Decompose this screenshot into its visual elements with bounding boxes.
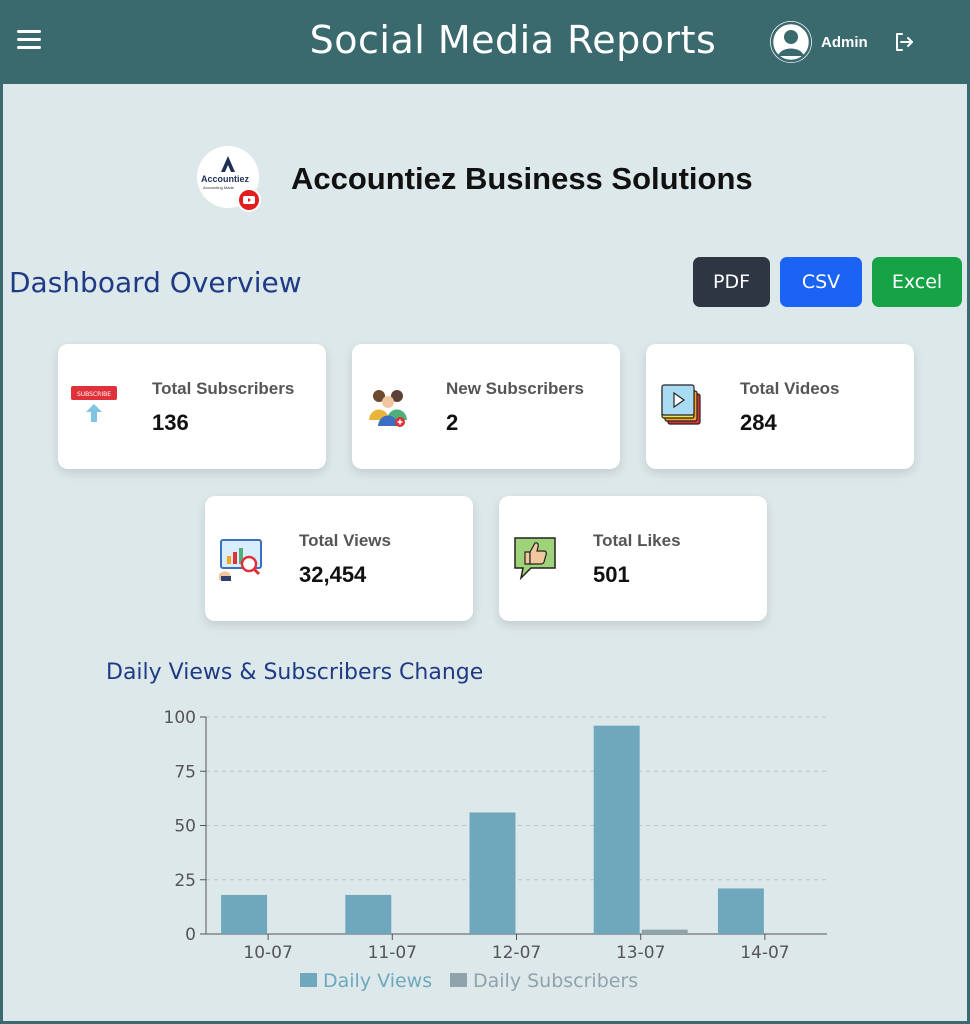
card-value: 284 <box>740 410 777 435</box>
export-pdf-button[interactable]: PDF <box>693 257 770 307</box>
stat-card-new-subscribers: New Subscribers 2 <box>352 344 620 469</box>
x-tick-label: 13-07 <box>616 943 665 963</box>
stat-card-total-views: Total Views 32,454 <box>205 496 473 621</box>
bar-daily-views <box>717 888 764 934</box>
analytics-icon <box>217 534 265 582</box>
stat-card-total-subscribers: SUBSCRIBE Total Subscribers 136 <box>58 344 326 469</box>
logo-subtext: Accounting Made <box>203 185 234 190</box>
y-tick-label: 50 <box>174 817 196 837</box>
logout-icon[interactable] <box>892 30 916 54</box>
card-label: Total Likes <box>593 531 681 550</box>
company-name: Accountiez Business Solutions <box>291 161 753 196</box>
thumbs-up-icon <box>511 534 559 582</box>
x-tick-label: 11-07 <box>368 943 417 963</box>
export-csv-button[interactable]: CSV <box>780 257 862 307</box>
subscribe-icon: SUBSCRIBE <box>70 382 118 430</box>
x-tick-label: 14-07 <box>740 943 789 963</box>
card-label: Total Videos <box>740 379 840 398</box>
bar-chart: 0 25 50 75 100 10-07 11-07 12-07 13-07 14-07 Daily… <box>164 708 827 992</box>
main-content: Accountiez Accounting Made Accountiez Bu… <box>3 84 967 1021</box>
legend-swatch <box>300 973 317 987</box>
legend-swatch <box>450 973 467 987</box>
x-tick-label: 12-07 <box>492 943 541 963</box>
legend-label: Daily Views <box>323 970 432 992</box>
y-tick-label: 25 <box>174 871 196 891</box>
stat-card-total-likes: Total Likes 501 <box>499 496 767 621</box>
card-label: Total Views <box>299 531 391 550</box>
bar-daily-views <box>345 894 392 934</box>
y-tick-label: 0 <box>185 925 196 945</box>
people-icon <box>364 382 412 430</box>
card-value: 32,454 <box>299 562 367 587</box>
y-tick-label: 100 <box>164 708 196 728</box>
svg-text:SUBSCRIBE: SUBSCRIBE <box>77 391 111 398</box>
bar-daily-views <box>593 725 640 934</box>
chart-title: Daily Views & Subscribers Change <box>106 660 484 685</box>
bar-daily-views <box>469 812 516 934</box>
dashboard-title: Dashboard Overview <box>9 266 302 299</box>
x-tick-label: 10-07 <box>243 943 292 963</box>
page-title: Social Media Reports <box>309 18 717 62</box>
company-logo: Accountiez Accounting Made <box>197 146 261 212</box>
export-excel-button[interactable]: Excel <box>872 257 962 307</box>
y-tick-label: 75 <box>174 762 196 782</box>
logo-text: Accountiez <box>201 174 250 184</box>
card-label: Total Subscribers <box>152 379 295 398</box>
legend-label: Daily Subscribers <box>473 970 638 992</box>
top-bar: Social Media Reports Admin <box>0 0 970 84</box>
video-stack-icon <box>658 382 706 430</box>
card-value: 501 <box>593 562 630 587</box>
user-label[interactable]: Admin <box>821 34 868 51</box>
bar-daily-views <box>221 894 268 934</box>
avatar[interactable] <box>770 21 812 63</box>
card-value: 136 <box>152 410 189 435</box>
youtube-icon <box>237 188 261 212</box>
stat-card-total-videos: Total Videos 284 <box>646 344 914 469</box>
menu-icon[interactable] <box>17 30 41 50</box>
card-value: 2 <box>446 410 459 435</box>
card-label: New Subscribers <box>446 379 584 398</box>
bar-daily-subscribers <box>641 929 688 934</box>
